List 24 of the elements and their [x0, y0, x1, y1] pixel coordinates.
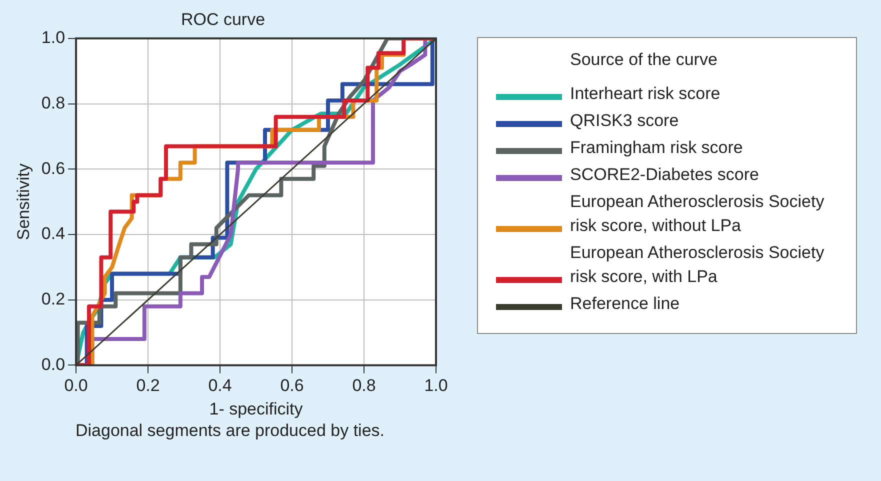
- text: European Atherosclerosis Society risk score, with LPa: [570, 242, 826, 288]
- y-axis-title: Sensitivity: [14, 163, 33, 240]
- y-tick-label: 0.8: [41, 93, 66, 112]
- x-tick-label: 0.2: [136, 376, 160, 396]
- text: Diagonal segments are produced by ties.: [74, 421, 386, 441]
- y-tick-label: 0.6: [41, 158, 66, 178]
- x-tick-label: 0.0: [64, 376, 88, 396]
- chart-title: ROC curve: [180, 10, 266, 29]
- legend-title: Source of the curve: [569, 50, 718, 70]
- x-axis-title: 1- specificity: [209, 399, 304, 418]
- legend-label: QRISK3 score: [570, 110, 679, 132]
- x-tick-label: 0.4: [208, 376, 232, 396]
- legend-label: Framingham risk score: [570, 137, 743, 159]
- legend-label: SCORE2-Diabetes score: [570, 164, 759, 186]
- y-tick-label: 1.0: [41, 28, 66, 48]
- y-tick-label: 0.2: [41, 290, 66, 309]
- text: European Atherosclerosis Society risk score, without LPa: [570, 191, 826, 237]
- y-tick-label: 0.4: [41, 224, 66, 244]
- y-tick-label: 0.0: [41, 354, 66, 374]
- x-tick-label: 0.6: [280, 376, 304, 396]
- legend-label: Interheart risk score: [570, 83, 720, 105]
- x-tick-label: 1.0: [424, 376, 448, 396]
- legend-label: Reference line: [570, 293, 680, 315]
- x-tick-label: 0.8: [352, 376, 376, 396]
